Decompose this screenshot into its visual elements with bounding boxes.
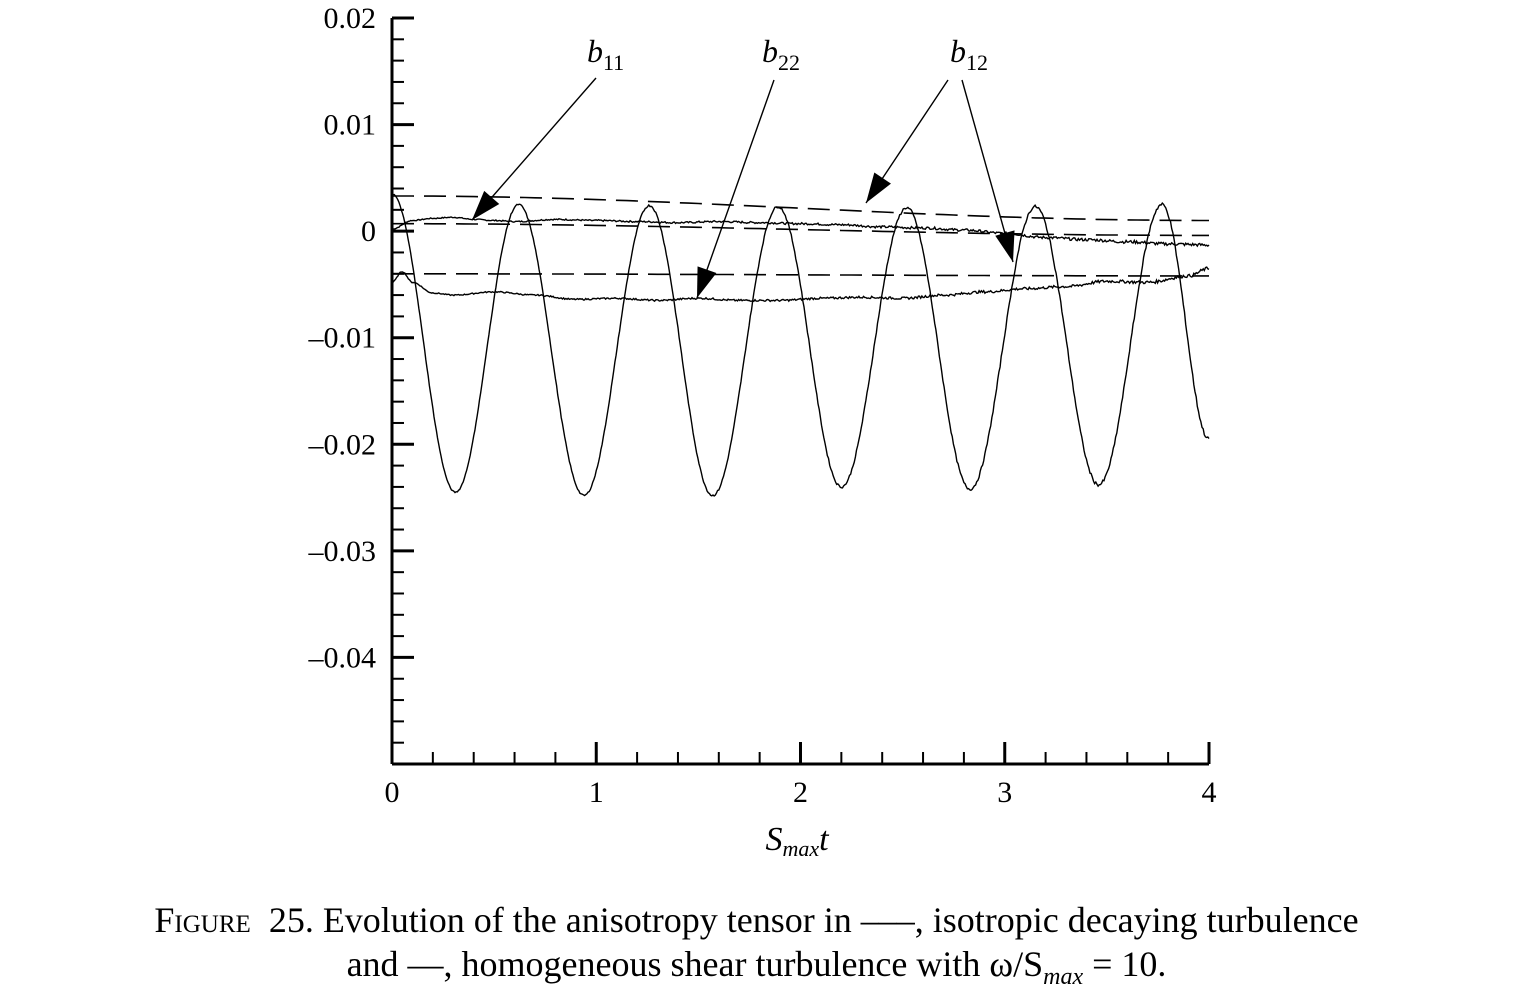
b11-arrow-line: [471, 77, 597, 221]
caption-number: 25.: [268, 900, 314, 940]
series-line-b22_iso: [392, 273, 1209, 277]
series-line-b12_iso: [392, 195, 1209, 222]
ticks: [390, 16, 1211, 766]
x-tick-label: 3: [997, 776, 1012, 809]
axes: [390, 18, 1209, 766]
y-tick-label: 0.01: [324, 109, 377, 142]
annotation-layer: b11 b22 b12: [471, 33, 1015, 299]
b22-arrow-head: [697, 266, 717, 298]
series-line-b11_shear: [391, 216, 1210, 248]
y-tick-label: –0.02: [308, 428, 377, 461]
figure-caption: Figure 25. Evolution of the anisotropy t…: [0, 898, 1513, 999]
series-layer: [391, 193, 1210, 497]
x-axis-title: Smaxt: [765, 821, 830, 861]
b12-arrow-b-line: [961, 79, 1014, 263]
y-tick-label: 0: [361, 215, 376, 248]
y-tick-label: –0.01: [308, 322, 377, 355]
x-tick-label: 0: [385, 776, 400, 809]
series-label-b11: b11: [587, 33, 624, 75]
tick-labels: 0.02 0.01 0 –0.01 –0.02 –0.03 –0.04 0 1 2 3 4: [308, 2, 1217, 809]
b12-arrow-b-head: [995, 230, 1015, 262]
b11-arrow-head: [472, 190, 500, 220]
chart-figure: 0.02 0.01 0 –0.01 –0.02 –0.03 –0.04 0 1 2 3 4 b11 b2…: [308, 2, 1217, 861]
caption-text-2-tail: = 10.: [1083, 944, 1167, 984]
caption-figure-word: Figure: [154, 900, 251, 940]
y-tick-label: –0.03: [308, 535, 377, 568]
series-label-b12: b12: [950, 33, 988, 75]
series-label-b22: b22: [762, 33, 800, 75]
x-tick-label: 4: [1202, 776, 1217, 809]
y-tick-label: 0.02: [324, 2, 377, 35]
y-tick-label: –0.04: [308, 641, 377, 674]
series-line-b12_shear: [391, 193, 1210, 497]
series-line-b22_shear: [391, 266, 1210, 303]
caption-text-2: and —, homogeneous shear turbulence with…: [346, 944, 1044, 984]
b22-arrow-line: [696, 79, 775, 299]
b12-arrow-a-head: [866, 172, 891, 203]
series-line-b11_iso: [392, 222, 1209, 237]
caption-line-1: Figure 25. Evolution of the anisotropy t…: [0, 898, 1513, 942]
caption-text-1: Evolution of the anisotropy tensor in ‒‒…: [322, 900, 1359, 940]
x-tick-label: 2: [793, 776, 808, 809]
caption-line-2: and —, homogeneous shear turbulence with…: [0, 942, 1513, 999]
x-tick-label: 1: [589, 776, 604, 809]
caption-text-2-sub: max: [1043, 964, 1084, 991]
